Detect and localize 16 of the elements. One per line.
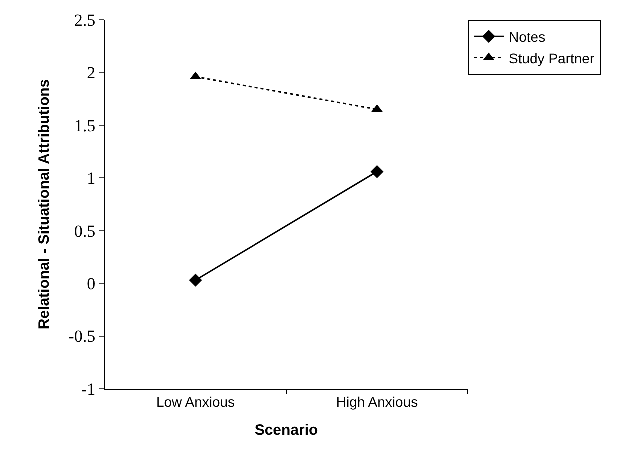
y-tick-label: 1.5 (74, 116, 96, 136)
y-tick-label: 2.5 (74, 10, 96, 30)
legend-label: Study Partner (509, 50, 595, 66)
y-tick-label: 0.5 (74, 222, 96, 241)
y-tick-label: 0 (87, 274, 96, 294)
y-tick-label: 2 (87, 64, 96, 83)
y-axis-title: Relational - Situational Attributions (36, 79, 53, 330)
y-tick-label: 1 (87, 169, 96, 188)
y-tick-label: -1 (81, 380, 96, 399)
legend-label: Notes (509, 29, 546, 46)
x-axis-title: Scenario (254, 422, 318, 439)
x-tick-label: Low Anxious (156, 394, 236, 410)
x-tick-label: High Anxious (336, 394, 418, 410)
y-tick-label: -0.5 (68, 327, 96, 346)
point (189, 274, 202, 287)
point (370, 165, 384, 178)
